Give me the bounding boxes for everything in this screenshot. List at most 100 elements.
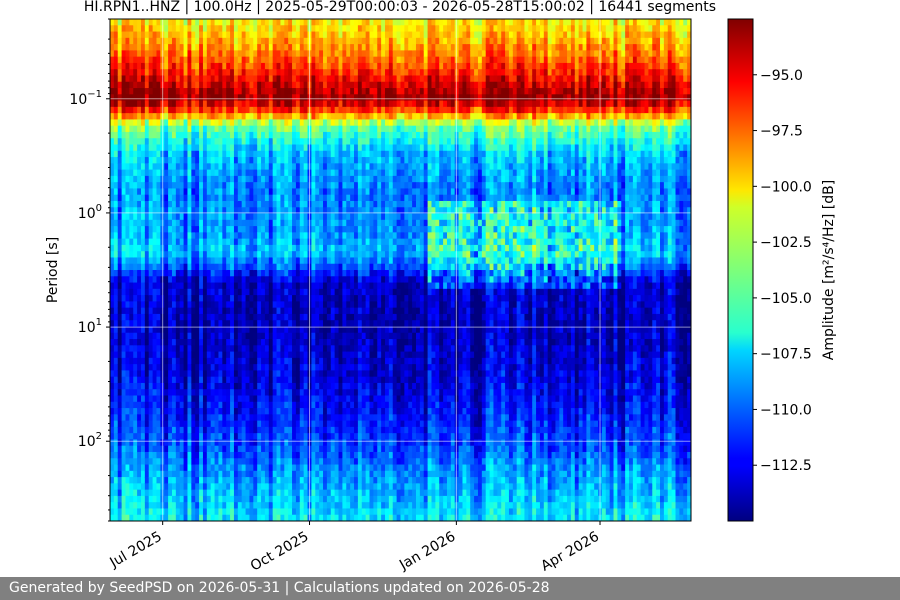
heatmap-cell: [276, 514, 282, 521]
heatmap-cell: [144, 514, 150, 521]
heatmap-cell: [206, 364, 212, 372]
heatmap-cell: [315, 445, 320, 453]
heatmap-cell: [338, 144, 343, 152]
heatmap-cell: [230, 326, 235, 334]
heatmap-cell: [257, 483, 262, 491]
heatmap-cell: [187, 131, 192, 139]
heatmap-cell: [199, 313, 204, 321]
heatmap-cell: [295, 288, 301, 296]
heatmap-cell: [202, 263, 208, 271]
heatmap-cell: [346, 477, 351, 484]
heatmap-cell: [164, 445, 169, 453]
heatmap-cell: [113, 19, 119, 26]
heatmap-cell: [319, 138, 324, 146]
heatmap-cell: [222, 514, 227, 521]
heatmap-cell: [218, 376, 223, 384]
heatmap-cell: [129, 489, 134, 497]
heatmap-cell: [183, 113, 189, 121]
heatmap-cell: [253, 144, 258, 152]
heatmap-cell: [350, 37, 355, 45]
heatmap-cell: [183, 345, 189, 353]
heatmap-cell: [330, 401, 336, 409]
heatmap-cell: [191, 100, 196, 108]
heatmap-cell: [257, 332, 262, 340]
heatmap-cell: [110, 439, 115, 447]
heatmap-cell: [245, 69, 251, 77]
heatmap-cell: [249, 19, 254, 26]
heatmap-cell: [117, 219, 123, 227]
heatmap-cell: [179, 163, 185, 171]
heatmap-cell: [148, 389, 154, 397]
heatmap-cell: [237, 433, 243, 441]
heatmap-cell: [241, 150, 247, 158]
heatmap-cell: [319, 458, 324, 466]
heatmap-cell: [280, 332, 285, 340]
heatmap-cell: [330, 339, 336, 346]
heatmap-cell: [191, 389, 196, 397]
heatmap-cell: [303, 389, 309, 397]
heatmap-cell: [268, 37, 274, 45]
heatmap-cell: [222, 345, 227, 353]
heatmap-cell: [330, 100, 336, 108]
heatmap-cell: [175, 502, 181, 510]
heatmap-cell: [315, 357, 320, 365]
heatmap-cell: [257, 295, 262, 302]
heatmap-cell: [110, 276, 115, 284]
heatmap-cell: [276, 420, 282, 428]
heatmap-cell: [187, 270, 192, 277]
heatmap-cell: [323, 376, 328, 384]
heatmap-cell: [117, 213, 123, 221]
heatmap-cell: [148, 470, 154, 478]
heatmap-cell: [326, 307, 332, 315]
heatmap-cell: [191, 81, 196, 89]
heatmap-cell: [187, 113, 192, 121]
heatmap-cell: [140, 514, 146, 521]
heatmap-cell: [350, 238, 355, 246]
heatmap-cell: [129, 458, 134, 466]
heatmap-cell: [292, 81, 297, 89]
heatmap-cell: [230, 502, 235, 510]
heatmap-cell: [346, 37, 351, 45]
heatmap-cell: [268, 94, 274, 102]
heatmap-cell: [164, 451, 169, 459]
heatmap-cell: [249, 106, 254, 114]
heatmap-cell: [140, 357, 146, 365]
heatmap-cell: [110, 150, 115, 158]
heatmap-cell: [268, 483, 274, 491]
heatmap-cell: [292, 157, 297, 164]
heatmap-cell: [214, 401, 220, 409]
heatmap-cell: [206, 200, 212, 208]
heatmap-cell: [125, 56, 130, 64]
heatmap-cell: [206, 439, 212, 447]
heatmap-cell: [315, 226, 320, 233]
heatmap-cell: [334, 301, 340, 309]
heatmap-cell: [152, 213, 158, 221]
heatmap-cell: [206, 157, 212, 164]
heatmap-cell: [226, 464, 231, 472]
heatmap-cell: [284, 345, 289, 353]
heatmap-cell: [241, 138, 247, 146]
heatmap-cell: [210, 332, 216, 340]
heatmap-cell: [249, 426, 254, 434]
heatmap-cell: [152, 307, 158, 315]
heatmap-cell: [249, 401, 254, 409]
heatmap-cell: [342, 301, 347, 309]
heatmap-cell: [315, 495, 320, 503]
heatmap-cell: [199, 408, 204, 415]
heatmap-cell: [280, 458, 285, 466]
heatmap-cell: [202, 169, 208, 177]
heatmap-cell: [245, 119, 251, 127]
heatmap-cell: [326, 213, 332, 221]
heatmap-cell: [164, 119, 169, 127]
heatmap-cell: [171, 119, 177, 127]
heatmap-cell: [129, 131, 134, 139]
heatmap-cell: [276, 131, 282, 139]
heatmap-cell: [222, 232, 227, 240]
heatmap-cell: [202, 458, 208, 466]
heatmap-cell: [311, 62, 316, 70]
heatmap-cell: [288, 351, 293, 359]
heatmap-cell: [299, 351, 305, 359]
heatmap-cell: [222, 458, 227, 466]
heatmap-cell: [261, 489, 266, 497]
heatmap-cell: [206, 175, 212, 183]
